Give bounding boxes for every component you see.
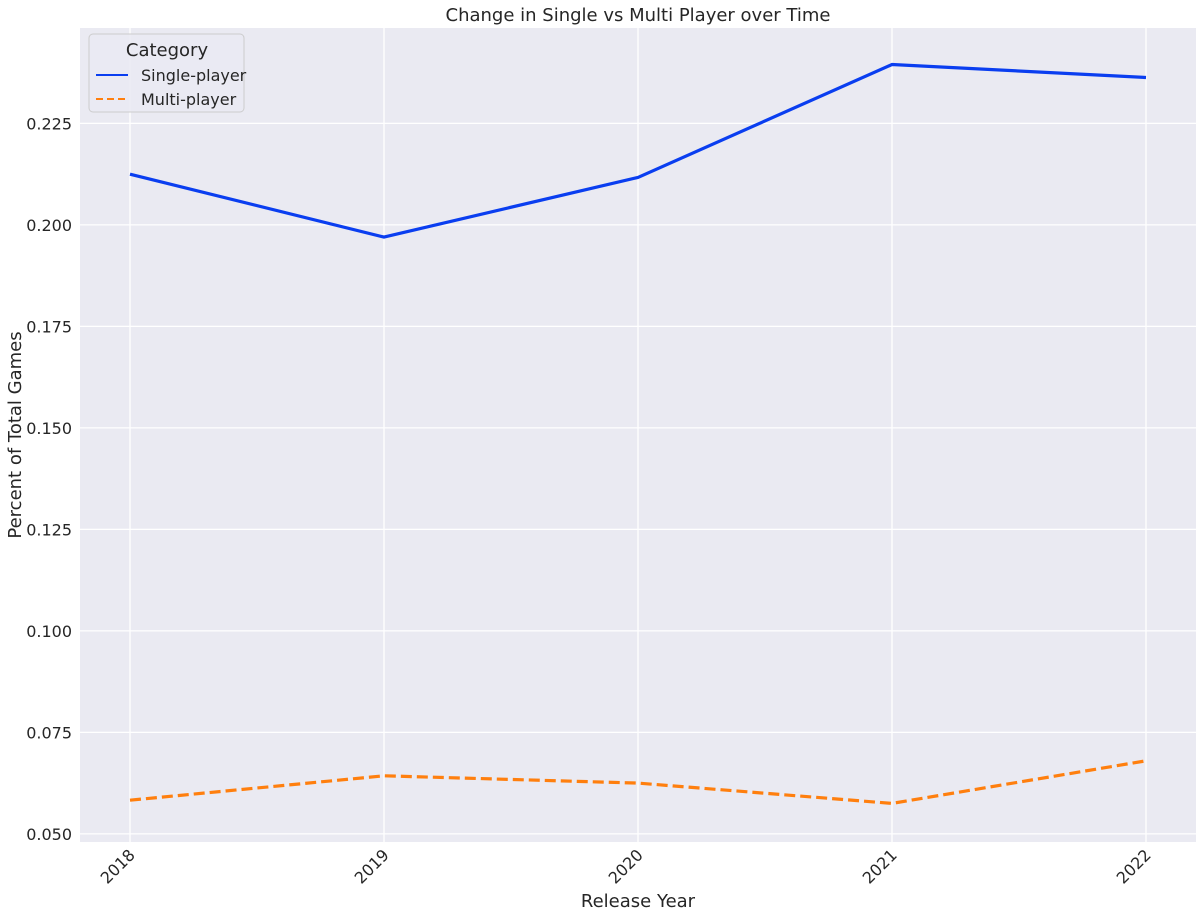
y-tick-label: 0.100 — [26, 622, 72, 641]
series-lines — [129, 62, 1147, 806]
series-line-multi-player — [129, 759, 1147, 806]
y-axis-label: Percent of Total Games — [5, 331, 26, 538]
y-tick-label: 0.225 — [26, 114, 72, 133]
legend-items: Single-player Multi-player — [96, 66, 247, 109]
legend-title: Category — [126, 40, 209, 61]
y-tick-label: 0.200 — [26, 216, 72, 235]
x-tick-label: 2022 — [1113, 845, 1155, 887]
y-tick-label: 0.150 — [26, 419, 72, 438]
legend-entry-label: Single-player — [141, 66, 247, 85]
grid — [80, 28, 1196, 842]
x-axis-label: Release Year — [581, 891, 696, 912]
y-tick-label: 0.075 — [26, 723, 72, 742]
y-tick-labels: 0.050 0.075 0.100 0.125 0.150 0.175 0.200 0.225 — [26, 114, 72, 843]
legend-box — [88, 33, 245, 113]
legend: Category Single-player Multi-player — [88, 33, 247, 113]
series-line-single-player — [129, 62, 1147, 239]
legend-entry-label: Multi-player — [141, 90, 237, 109]
x-tick-label: 2021 — [859, 845, 901, 887]
y-tick-label: 0.050 — [26, 825, 72, 844]
chart-title: Change in Single vs Multi Player over Ti… — [446, 5, 831, 26]
x-tick-labels: 2018 2019 2020 2021 2022 — [97, 845, 1155, 887]
x-tick-label: 2018 — [97, 845, 139, 887]
x-tick-label: 2019 — [351, 845, 393, 887]
x-tick-label: 2020 — [605, 845, 647, 887]
y-tick-label: 0.175 — [26, 317, 72, 336]
y-tick-label: 0.125 — [26, 520, 72, 539]
